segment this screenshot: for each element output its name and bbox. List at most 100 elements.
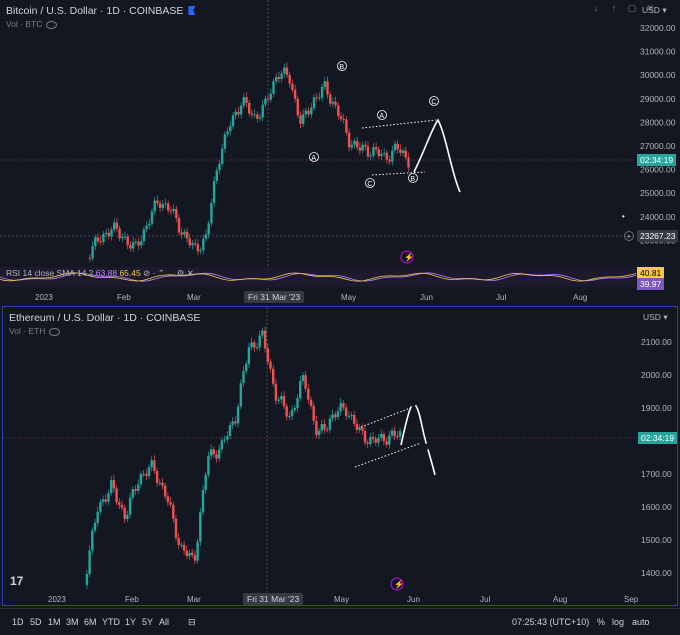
tradingview-logo-icon[interactable]: 17 xyxy=(10,574,24,588)
btc-candle xyxy=(372,147,375,156)
eth-candle xyxy=(180,544,183,546)
lightning-glyph: ⚡ xyxy=(404,252,414,262)
eth-candle xyxy=(164,485,167,497)
btc-candles xyxy=(88,62,410,263)
range-3m-button[interactable]: 3M xyxy=(66,617,79,627)
eth-candle xyxy=(258,335,261,348)
btc-candle xyxy=(202,238,205,251)
auto-scale-toggle[interactable]: auto xyxy=(632,617,650,627)
eth-time-axis[interactable]: 2023 Feb Mar May Jun Jul Aug Sep xyxy=(3,591,639,607)
range-ytd-button[interactable]: YTD xyxy=(102,617,120,627)
range-1y-button[interactable]: 1Y xyxy=(125,617,137,627)
clock-timezone[interactable]: 07:25:43 (UTC+10) xyxy=(512,617,590,627)
percent-scale-toggle[interactable]: % xyxy=(597,617,606,627)
eth-candle xyxy=(390,430,394,436)
eye-icon[interactable] xyxy=(46,20,58,29)
btc-candle xyxy=(293,89,297,99)
eth-candlestick-chart[interactable]: 2100.002000.001900.001800.001700.001600.… xyxy=(3,307,679,607)
arrow-up-icon[interactable]: ↑ xyxy=(611,3,617,13)
btc-countdown-tag: 02:34:19 xyxy=(637,154,677,166)
btc-price-tick: 25000.00 xyxy=(640,188,676,198)
btc-candle xyxy=(161,204,164,208)
rsi-value: 63.88 xyxy=(95,268,118,278)
btc-candle xyxy=(374,147,378,150)
eth-candle xyxy=(388,435,391,445)
btc-candle xyxy=(185,231,189,239)
rsi-controls[interactable]: ⊘ · ⌃ ⌄ ⚙ ✕ ⋯ xyxy=(143,268,205,278)
btc-candle xyxy=(104,232,108,235)
log-scale-toggle[interactable]: log xyxy=(612,617,625,627)
lightning-icon[interactable] xyxy=(400,250,414,264)
eth-volume-label: Vol · ETH xyxy=(9,326,61,336)
eth-candle xyxy=(255,347,259,349)
btc-date-jul: Jul xyxy=(496,293,506,302)
eth-candle xyxy=(344,407,348,417)
btc-candle xyxy=(188,238,191,246)
range-6m-button[interactable]: 6M xyxy=(84,617,97,627)
eth-candle xyxy=(177,537,180,545)
btc-candle xyxy=(172,208,175,212)
flag-icon[interactable] xyxy=(188,6,196,15)
maximize-icon[interactable]: ▢ xyxy=(627,3,637,13)
btc-wave-circle xyxy=(429,96,439,106)
range-1d-button[interactable]: 1D xyxy=(12,617,24,627)
eth-price-tick: 2000.00 xyxy=(641,370,672,380)
rsi-band xyxy=(0,267,636,287)
eth-projection-path xyxy=(400,403,436,476)
eth-candle xyxy=(166,496,170,503)
btc-time-axis[interactable]: 2023 Feb Mar May Jun Jul Aug xyxy=(0,289,636,305)
eth-candle xyxy=(93,522,97,531)
btc-channel-top-line xyxy=(361,119,437,129)
btc-price-tick: 27000.00 xyxy=(640,141,676,151)
add-alert-icon[interactable] xyxy=(624,231,634,241)
eth-candle xyxy=(347,416,350,418)
eth-candle xyxy=(317,430,321,436)
btc-wave-label: A xyxy=(379,113,384,120)
btc-price-tick: 30000.00 xyxy=(640,70,676,80)
eth-channel-bottom-line xyxy=(354,442,422,468)
eth-candle xyxy=(201,490,205,513)
btc-candlestick-chart[interactable]: 32000.00 31000.00 30000.00 29000.00 28000.00… xyxy=(0,0,680,305)
eth-chart-pane[interactable]: Ethereum / U.S. Dollar · 1D · COINBASE V… xyxy=(2,306,678,606)
eth-candle xyxy=(107,492,110,502)
eth-currency-select[interactable]: USD ▾ xyxy=(643,312,668,322)
btc-candle xyxy=(261,104,264,118)
eth-price-axis: 2100.002000.001900.001800.001700.001600.… xyxy=(641,337,672,578)
eth-candle xyxy=(115,488,118,503)
btc-date-2023: 2023 xyxy=(35,293,53,302)
close-icon[interactable]: ✕ xyxy=(646,3,654,13)
eth-candle xyxy=(215,454,218,459)
btc-candle xyxy=(239,105,243,115)
btc-price-tick: 29000.00 xyxy=(640,94,676,104)
btc-candle xyxy=(245,97,248,103)
eth-candle xyxy=(147,467,151,476)
eth-candle xyxy=(231,421,234,426)
lightning-icon[interactable] xyxy=(390,577,404,591)
date-range-icon[interactable]: ⊟ xyxy=(188,617,196,627)
eye-icon[interactable] xyxy=(49,327,61,336)
btc-volume-label: Vol · BTC xyxy=(6,19,58,29)
btc-candle xyxy=(142,229,146,242)
range-all-button[interactable]: All xyxy=(159,617,170,627)
btc-chart-pane[interactable]: Bitcoin / U.S. Dollar · 1D · COINBASE Vo… xyxy=(0,0,680,305)
btc-candle xyxy=(153,200,156,212)
range-1m-button[interactable]: 1M xyxy=(48,617,61,627)
eth-candle xyxy=(85,574,89,585)
btc-candle xyxy=(167,203,170,211)
btc-subtitle-text: Vol · BTC xyxy=(6,19,43,29)
btc-wave-label: C xyxy=(367,181,372,188)
range-5y-button[interactable]: 5Y xyxy=(142,617,154,627)
btc-candle xyxy=(315,97,318,99)
eth-price-tick: 1700.00 xyxy=(641,469,672,479)
btc-candle xyxy=(148,223,151,226)
arrow-down-icon[interactable]: ↓ xyxy=(593,3,599,13)
eth-title-text: Ethereum / U.S. Dollar · 1D · COINBASE xyxy=(9,312,201,324)
rsi-indicator[interactable] xyxy=(0,267,636,287)
range-5d-button[interactable]: 5D xyxy=(30,617,42,627)
eth-candle xyxy=(396,436,399,438)
eth-candle xyxy=(153,460,156,471)
btc-candle xyxy=(140,241,143,246)
btc-candle xyxy=(137,241,140,246)
eth-candle xyxy=(188,552,191,557)
btc-currency-select[interactable]: USD ▾ xyxy=(642,5,667,15)
